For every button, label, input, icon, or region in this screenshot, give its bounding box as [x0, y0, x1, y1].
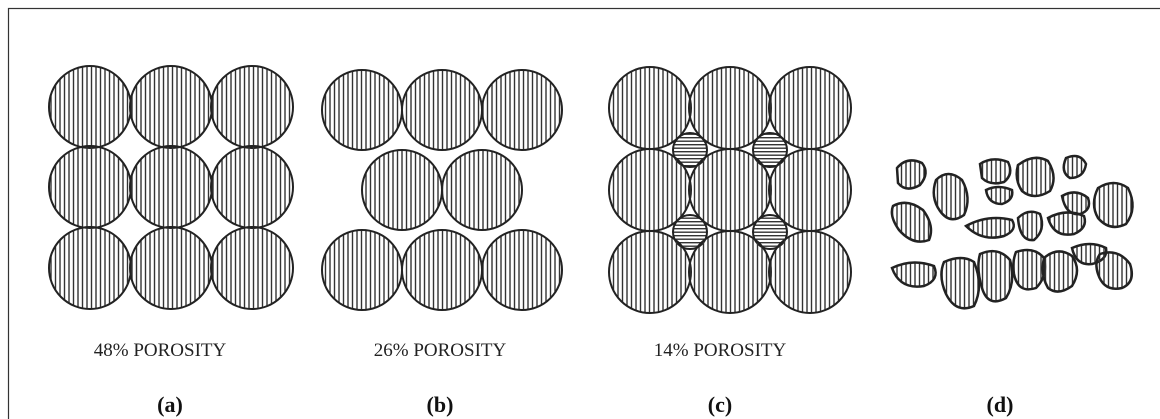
grain: [608, 66, 692, 150]
panel-label: (c): [708, 392, 732, 417]
grain: [481, 69, 563, 151]
grain: [321, 229, 403, 311]
panel-label: (a): [157, 392, 183, 417]
grain: [361, 149, 443, 231]
grain: [210, 226, 294, 310]
grain: [1060, 191, 1091, 216]
grain: [1016, 210, 1044, 242]
grain: [672, 214, 708, 250]
grain: [441, 149, 523, 231]
grain: [890, 261, 937, 288]
grain: [963, 216, 1015, 239]
grain: [129, 145, 213, 229]
grain: [768, 230, 852, 314]
grain: [890, 201, 933, 243]
grain: [1095, 251, 1133, 290]
grain: [1012, 248, 1047, 291]
panel-label: (d): [987, 392, 1014, 417]
grain: [48, 145, 132, 229]
grain: [688, 230, 772, 314]
grain: [1046, 211, 1087, 236]
grain: [984, 185, 1014, 206]
grain: [688, 66, 772, 150]
caption: 26% POROSITY: [374, 340, 507, 361]
grain: [129, 65, 213, 149]
grain: [752, 132, 788, 168]
grain: [129, 226, 213, 310]
grain: [932, 172, 969, 221]
grain: [210, 65, 294, 149]
grain: [895, 159, 927, 190]
grain: [1015, 156, 1055, 198]
frame: [7, 7, 1160, 419]
grain: [977, 249, 1014, 303]
caption: 48% POROSITY: [94, 340, 227, 361]
grain: [752, 214, 788, 250]
grain: [401, 229, 483, 311]
grain-drawings: [48, 65, 852, 314]
grain: [1092, 181, 1134, 229]
grain: [768, 66, 852, 150]
grain: [401, 69, 483, 151]
grain: [608, 230, 692, 314]
grain: [1062, 154, 1088, 180]
panel-label: (b): [427, 392, 454, 417]
grain: [48, 226, 132, 310]
irregular-grains: [890, 154, 1134, 310]
caption: 14% POROSITY: [654, 340, 787, 361]
grain: [48, 65, 132, 149]
grain: [978, 158, 1012, 185]
grain: [672, 132, 708, 168]
grain: [210, 145, 294, 229]
grain: [481, 229, 563, 311]
grain: [1041, 250, 1079, 293]
grain: [768, 148, 852, 232]
grain: [608, 148, 692, 232]
grain: [940, 256, 981, 310]
grain: [688, 148, 772, 232]
grain: [321, 69, 403, 151]
